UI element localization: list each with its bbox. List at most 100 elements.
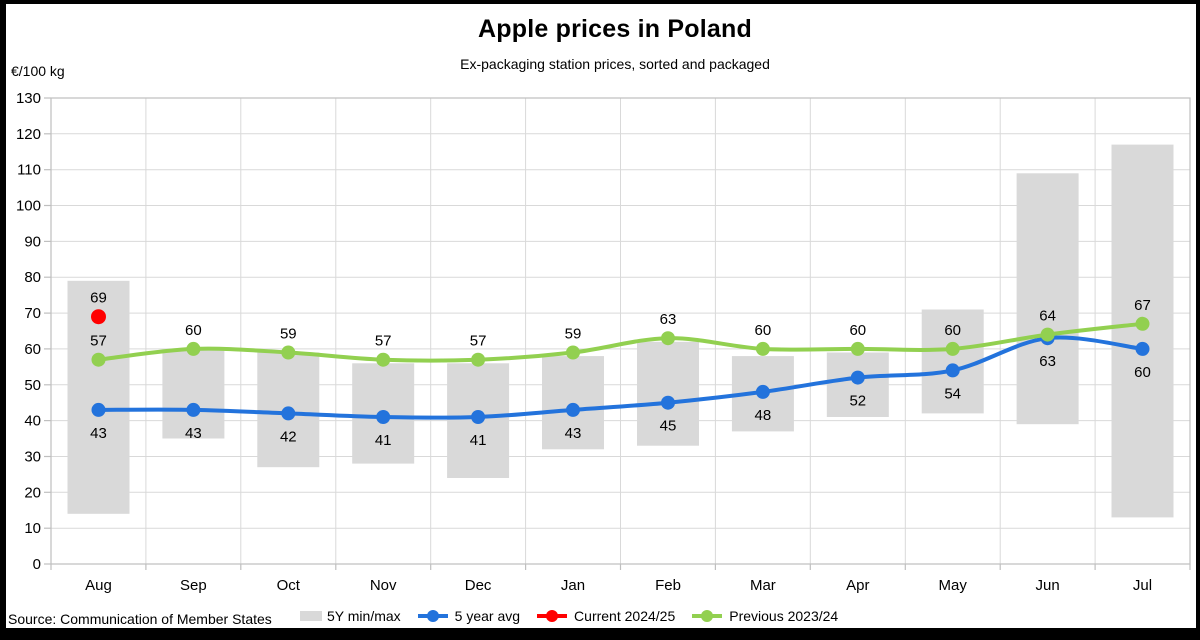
legend-dot	[546, 610, 559, 622]
legend-label: Previous 2023/24	[729, 608, 839, 624]
avg-point	[566, 402, 580, 417]
previous-point	[661, 331, 675, 346]
y-tick-label: 10	[24, 520, 41, 537]
avg-value-label: 48	[755, 407, 772, 424]
month-label: Jul	[1133, 577, 1152, 594]
legend-line-swatch-icon	[417, 610, 448, 622]
avg-value-label: 43	[185, 425, 202, 442]
chart-subtitle: Ex-packaging station prices, sorted and …	[460, 56, 770, 72]
y-tick-labels: 0 10 20 30 40 50 60 70 80 90 100 110 120 130	[16, 90, 41, 573]
avg-value-label: 52	[849, 393, 866, 410]
previous-point	[1040, 327, 1055, 342]
current-series	[91, 309, 106, 325]
avg-value-label: 43	[565, 425, 582, 442]
avg-series	[91, 331, 1150, 424]
avg-point	[376, 410, 391, 424]
source-note: Source: Communication of Member States	[8, 611, 272, 627]
avg-point	[850, 370, 865, 385]
legend-bar-swatch-icon	[300, 611, 322, 621]
legend-item: 5Y min/max	[300, 608, 401, 624]
previous-point	[186, 341, 201, 356]
month-label: Apr	[846, 577, 869, 594]
month-label: Nov	[370, 577, 397, 594]
min-max-bar	[921, 309, 984, 414]
avg-point	[661, 395, 675, 410]
avg-point	[471, 410, 486, 424]
previous-value-label: 63	[660, 311, 677, 328]
avg-line	[96, 335, 1145, 420]
y-tick-label: 130	[16, 90, 41, 107]
month-label: Aug	[85, 577, 112, 594]
previous-point	[281, 345, 296, 360]
data-labels: 57 60 59 57 57 59 63 60 60 60 64 67 43 43 42 41 41 43 45 48…	[90, 290, 1151, 449]
y-tick-label: 0	[33, 556, 41, 573]
gridlines	[51, 98, 1190, 564]
month-label: Jan	[561, 577, 585, 594]
legend-item: Current 2024/25	[535, 608, 675, 624]
legend-dot	[701, 610, 714, 622]
y-axis-unit-label: €/100 kg	[11, 63, 65, 79]
legend-label: Current 2024/25	[574, 608, 676, 624]
month-label: Oct	[277, 577, 301, 594]
min-max-bar	[637, 341, 699, 446]
y-tick-label: 110	[17, 162, 41, 179]
previous-value-label: 60	[755, 322, 772, 339]
min-max-bar	[162, 348, 225, 439]
legend-item: 5 year avg	[416, 608, 520, 624]
month-label: May	[939, 577, 968, 594]
previous-value-label: 57	[90, 333, 107, 350]
previous-point	[1135, 316, 1150, 331]
legend-label: 5 year avg	[454, 608, 521, 624]
previous-point	[91, 352, 106, 367]
legend: 5Y min/max 5 year avg Current 2024/25 Previ…	[300, 608, 838, 624]
previous-value-label: 60	[185, 322, 202, 339]
avg-point	[186, 402, 201, 417]
previous-point	[471, 352, 486, 367]
chart-title: Apple prices in Poland	[478, 15, 752, 43]
avg-value-label: 45	[660, 418, 677, 435]
avg-value-label: 63	[1039, 353, 1056, 370]
y-tick-label: 40	[24, 413, 41, 430]
legend-dot	[426, 610, 439, 622]
avg-value-label: 42	[280, 428, 297, 445]
avg-value-label: 41	[470, 432, 487, 449]
previous-value-label: 67	[1134, 297, 1151, 314]
min-max-bar	[1111, 144, 1174, 518]
current-point	[91, 309, 106, 325]
month-label: Dec	[465, 577, 492, 594]
min-max-bar	[542, 356, 604, 450]
y-tick-label: 20	[24, 484, 41, 501]
month-label: Jun	[1036, 577, 1060, 594]
month-label: Sep	[180, 577, 207, 594]
previous-value-label: 57	[375, 333, 392, 350]
avg-point	[1135, 341, 1150, 356]
y-tick-label: 30	[24, 449, 41, 466]
previous-value-label: 59	[280, 326, 297, 343]
avg-point	[945, 363, 960, 378]
avg-value-label: 43	[90, 425, 107, 442]
y-tick-label: 120	[16, 126, 41, 143]
legend-label: 5Y min/max	[327, 608, 401, 624]
previous-value-label: 57	[470, 333, 487, 350]
previous-point	[566, 345, 580, 360]
avg-value-label: 60	[1134, 364, 1151, 381]
previous-point	[755, 341, 770, 356]
avg-point	[755, 384, 770, 399]
chart-canvas	[6, 4, 1196, 628]
previous-point	[850, 341, 865, 356]
legend-item: Previous 2023/24	[690, 608, 838, 624]
legend-line-swatch-icon	[537, 610, 568, 622]
month-label: Feb	[655, 577, 681, 594]
previous-value-label: 64	[1039, 308, 1056, 325]
month-labels: Aug Sep Oct Nov Dec Jan Feb Mar Apr May Jun Jul	[85, 577, 1152, 594]
previous-value-label: 59	[565, 326, 582, 343]
avg-value-label: 54	[944, 385, 961, 402]
y-tick-label: 90	[24, 233, 41, 250]
y-tick-label: 80	[24, 269, 41, 286]
previous-line	[96, 321, 1145, 363]
previous-series	[91, 316, 1150, 367]
avg-point	[281, 406, 296, 421]
avg-point	[91, 402, 106, 417]
previous-value-label: 60	[944, 322, 961, 339]
